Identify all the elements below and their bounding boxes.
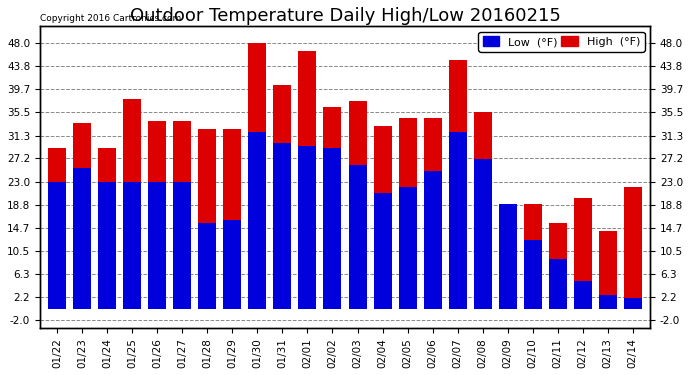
- Bar: [324, 107, 342, 309]
- Bar: [524, 204, 542, 309]
- Bar: [99, 182, 117, 309]
- Bar: [499, 204, 517, 309]
- Bar: [173, 121, 191, 309]
- Bar: [598, 231, 617, 309]
- Bar: [73, 123, 92, 309]
- Bar: [624, 298, 642, 309]
- Bar: [224, 129, 241, 309]
- Bar: [399, 118, 417, 309]
- Bar: [148, 182, 166, 309]
- Bar: [248, 43, 266, 309]
- Bar: [448, 60, 466, 309]
- Bar: [499, 204, 517, 309]
- Bar: [73, 168, 92, 309]
- Bar: [473, 159, 491, 309]
- Bar: [549, 223, 566, 309]
- Bar: [573, 281, 591, 309]
- Legend: Low  (°F), High  (°F): Low (°F), High (°F): [478, 32, 644, 52]
- Bar: [424, 118, 442, 309]
- Bar: [273, 85, 291, 309]
- Bar: [124, 182, 141, 309]
- Bar: [448, 132, 466, 309]
- Bar: [624, 187, 642, 309]
- Bar: [224, 220, 241, 309]
- Bar: [124, 99, 141, 309]
- Bar: [99, 148, 117, 309]
- Bar: [148, 121, 166, 309]
- Bar: [473, 112, 491, 309]
- Title: Outdoor Temperature Daily High/Low 20160215: Outdoor Temperature Daily High/Low 20160…: [130, 7, 560, 25]
- Bar: [299, 51, 317, 309]
- Bar: [273, 143, 291, 309]
- Bar: [248, 132, 266, 309]
- Bar: [348, 101, 366, 309]
- Bar: [598, 295, 617, 309]
- Bar: [199, 129, 217, 309]
- Bar: [549, 259, 566, 309]
- Bar: [348, 165, 366, 309]
- Bar: [173, 182, 191, 309]
- Bar: [48, 148, 66, 309]
- Bar: [399, 187, 417, 309]
- Bar: [199, 223, 217, 309]
- Bar: [299, 146, 317, 309]
- Bar: [48, 182, 66, 309]
- Bar: [373, 193, 391, 309]
- Bar: [424, 171, 442, 309]
- Text: Copyright 2016 Cartronics.com: Copyright 2016 Cartronics.com: [40, 15, 181, 24]
- Bar: [324, 148, 342, 309]
- Bar: [573, 198, 591, 309]
- Bar: [524, 240, 542, 309]
- Bar: [373, 126, 391, 309]
